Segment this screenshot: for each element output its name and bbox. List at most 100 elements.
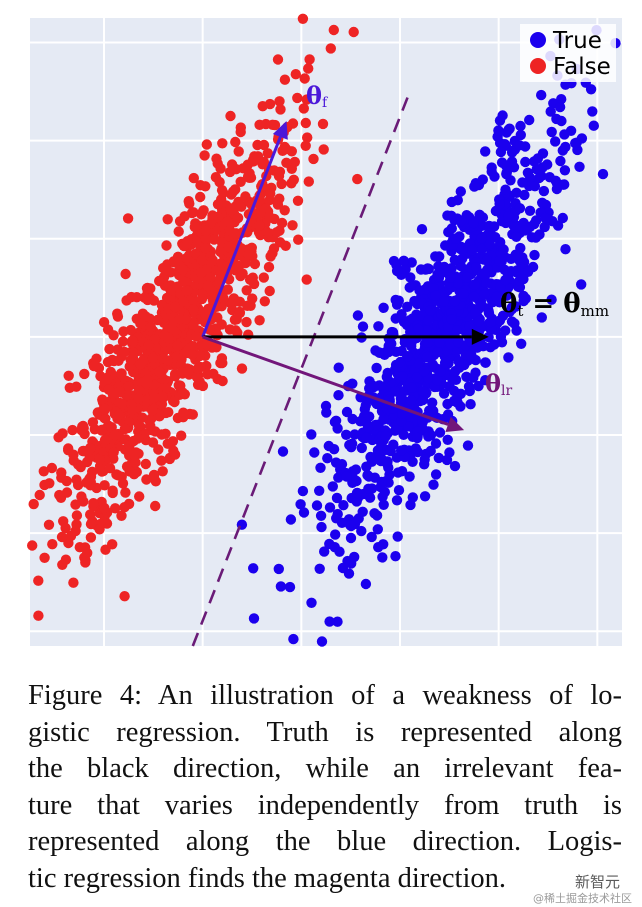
data-point-false xyxy=(188,319,199,330)
vector-theta-t-head xyxy=(471,328,489,345)
data-point-true xyxy=(462,440,474,451)
data-point-true xyxy=(493,125,504,136)
data-point-false xyxy=(119,502,130,513)
data-point-true xyxy=(477,174,488,185)
data-point-true xyxy=(430,438,442,449)
data-point-false xyxy=(241,316,252,328)
legend-marker-true xyxy=(530,32,546,48)
data-point-true xyxy=(418,386,429,397)
data-point-false xyxy=(281,157,292,168)
data-point-true xyxy=(451,325,462,336)
data-point-false xyxy=(208,234,220,245)
data-point-true xyxy=(559,129,570,140)
data-point-false xyxy=(217,138,228,149)
data-point-false xyxy=(81,477,92,488)
data-point-true xyxy=(314,485,325,496)
label-theta-f: θf xyxy=(306,81,329,111)
data-point-true xyxy=(485,316,496,328)
data-point-true xyxy=(390,551,401,562)
data-point-true xyxy=(435,366,446,377)
data-point-true xyxy=(557,212,568,224)
data-point-true xyxy=(309,447,320,458)
data-point-true xyxy=(518,290,529,302)
data-point-true xyxy=(430,469,442,480)
data-point-true xyxy=(515,251,526,263)
data-point-false xyxy=(352,173,363,185)
data-point-false xyxy=(188,172,199,184)
data-point-false xyxy=(304,54,315,65)
data-point-true xyxy=(503,282,514,293)
data-point-false xyxy=(141,474,152,485)
data-point-true xyxy=(529,181,541,192)
data-point-true xyxy=(501,127,512,138)
data-point-false xyxy=(117,478,129,489)
data-point-true xyxy=(450,365,461,377)
data-point-true xyxy=(481,255,493,266)
data-point-true xyxy=(480,146,491,157)
data-point-true xyxy=(344,439,355,451)
caption-line: ture that varies independently from trut… xyxy=(28,789,622,821)
data-point-false xyxy=(274,96,285,107)
data-point-true xyxy=(410,443,421,454)
data-point-true xyxy=(361,461,372,472)
data-point-false xyxy=(292,195,304,206)
data-point-false xyxy=(281,143,292,155)
data-point-true xyxy=(383,346,394,358)
data-point-false xyxy=(97,394,108,405)
data-point-true xyxy=(466,350,477,361)
data-point-false xyxy=(57,428,68,439)
data-point-false xyxy=(137,412,148,423)
data-point-true xyxy=(277,446,289,457)
data-point-true xyxy=(499,139,511,150)
data-point-false xyxy=(134,385,145,396)
data-point-false xyxy=(225,110,236,122)
data-point-false xyxy=(230,136,241,148)
data-point-true xyxy=(503,210,514,222)
data-point-false xyxy=(196,254,208,266)
data-point-true xyxy=(434,337,445,348)
data-point-true xyxy=(438,296,450,307)
data-point-false xyxy=(216,353,228,364)
data-point-false xyxy=(39,479,50,491)
data-point-true xyxy=(402,301,413,312)
data-point-true xyxy=(321,407,332,418)
data-point-true xyxy=(520,156,531,168)
data-point-false xyxy=(237,268,248,279)
data-point-true xyxy=(506,316,518,327)
data-point-false xyxy=(172,340,183,351)
data-point-true xyxy=(331,492,343,504)
data-point-false xyxy=(99,502,110,514)
data-point-true xyxy=(364,383,375,394)
data-point-true xyxy=(433,452,444,464)
data-point-true xyxy=(522,167,534,178)
data-point-true xyxy=(457,288,469,299)
data-point-true xyxy=(455,186,466,197)
data-point-true xyxy=(366,531,377,543)
data-point-true xyxy=(360,400,371,411)
data-point-false xyxy=(241,285,252,296)
data-point-true xyxy=(378,302,389,313)
data-point-false xyxy=(202,280,213,292)
data-point-false xyxy=(82,547,93,559)
data-point-false xyxy=(172,281,183,292)
data-point-true xyxy=(284,581,296,593)
data-point-false xyxy=(127,404,138,416)
data-point-true xyxy=(491,291,502,303)
data-point-true xyxy=(288,633,299,645)
data-point-false xyxy=(123,381,134,392)
data-point-true xyxy=(298,507,310,518)
data-point-true xyxy=(398,255,409,266)
data-point-false xyxy=(169,396,180,408)
data-point-true xyxy=(405,499,416,511)
data-point-true xyxy=(337,562,349,574)
data-point-false xyxy=(348,26,359,38)
data-point-true xyxy=(441,454,453,466)
data-point-false xyxy=(265,188,276,199)
data-point-true xyxy=(316,636,328,647)
data-point-true xyxy=(576,279,587,290)
data-point-true xyxy=(333,362,344,373)
data-point-true xyxy=(470,367,481,378)
data-point-true xyxy=(529,249,540,261)
data-point-false xyxy=(222,284,233,295)
data-point-false xyxy=(259,296,270,307)
